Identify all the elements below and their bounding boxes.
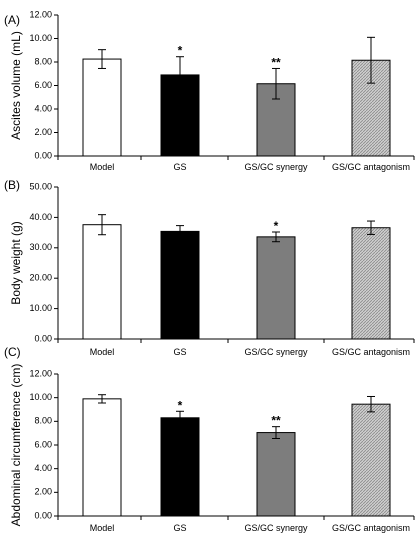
bar-model (82, 224, 122, 340)
bar-gs-gc-antagonism (351, 227, 391, 340)
y-tick-label: 20.00 (29, 273, 52, 283)
y-tick-label: 10.00 (29, 392, 52, 402)
x-tick-label: GS/GC antagonism (332, 347, 410, 357)
bar-gs-gc-synergy (256, 432, 296, 517)
panel-label: (A) (4, 13, 20, 27)
y-tick-label: 50.00 (29, 181, 52, 191)
x-tick-label: GS (173, 523, 186, 533)
bar-gs (160, 230, 200, 340)
y-tick-label: 40.00 (29, 212, 52, 222)
x-tick-label: GS (173, 347, 186, 357)
y-tick-label: 2.00 (34, 487, 52, 497)
y-tick-label: 0.00 (34, 510, 52, 520)
y-tick-label: 12.00 (29, 9, 52, 19)
significance-marker: ** (271, 55, 281, 69)
y-tick-label: 0.00 (34, 333, 52, 343)
significance-marker: * (274, 219, 279, 233)
y-tick-label: 6.00 (34, 80, 52, 90)
bar-gs (160, 417, 200, 517)
panel-label: (C) (4, 345, 21, 359)
y-axis-title: Ascites volume (mL) (9, 31, 23, 140)
x-tick-label: Model (90, 347, 115, 357)
x-tick-label: GS/GC synergy (244, 162, 308, 172)
y-tick-label: 6.00 (34, 439, 52, 449)
chart-panel-1: (B) Body weight (g) 0.00 10.00 20.00 30.00 40.… (4, 178, 415, 357)
bar-model (82, 58, 122, 157)
significance-marker: * (178, 44, 183, 58)
bar-gs-gc-synergy (256, 236, 296, 340)
panel-label: (B) (4, 178, 20, 192)
bar-model (82, 398, 122, 517)
y-tick-label: 2.00 (34, 127, 52, 137)
y-tick-label: 10.00 (29, 33, 52, 43)
x-tick-label: GS (173, 162, 186, 172)
y-tick-label: 4.00 (34, 103, 52, 113)
chart-panel-2: (C) Abdominal circumference (cm) 0.00 2.00 4… (4, 345, 415, 533)
x-tick-label: Model (90, 523, 115, 533)
x-tick-label: Model (90, 162, 115, 172)
chart-panel-0: (A) Ascites volume (mL) 0.00 2.00 4.00 6.00 8.… (4, 9, 415, 172)
bar-gs-gc-antagonism (351, 403, 391, 517)
y-tick-label: 12.00 (29, 368, 52, 378)
y-tick-label: 8.00 (34, 56, 52, 66)
y-tick-label: 8.00 (34, 416, 52, 426)
x-tick-label: GS/GC synergy (244, 523, 308, 533)
x-tick-label: GS/GC antagonism (332, 523, 410, 533)
y-axis-title: Body weight (g) (9, 221, 23, 304)
significance-marker: ** (271, 414, 281, 428)
y-tick-label: 30.00 (29, 242, 52, 252)
x-tick-label: GS/GC antagonism (332, 162, 410, 172)
y-tick-label: 0.00 (34, 150, 52, 160)
y-tick-label: 4.00 (34, 463, 52, 473)
y-axis-title: Abdominal circumference (cm) (9, 364, 23, 527)
significance-marker: * (178, 398, 183, 412)
y-tick-label: 10.00 (29, 303, 52, 313)
x-tick-label: GS/GC synergy (244, 347, 308, 357)
